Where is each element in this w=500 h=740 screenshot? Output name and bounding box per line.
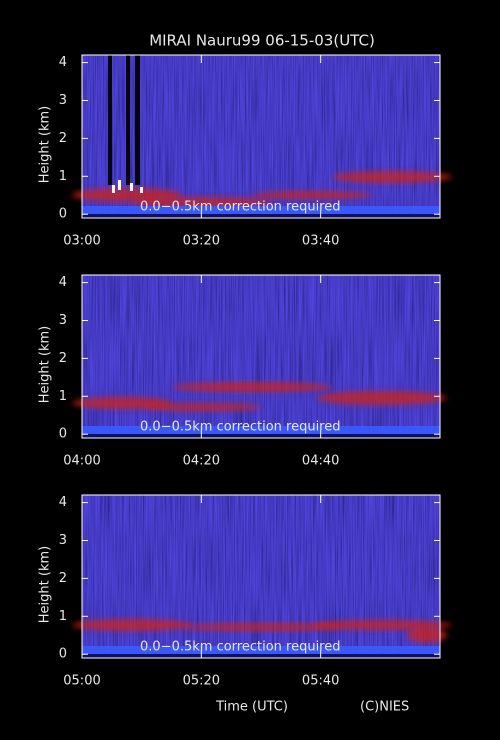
cloud-echo <box>140 187 143 193</box>
surface-layer <box>82 206 440 214</box>
x-tick-label: 03:40 <box>302 234 339 249</box>
heatmap <box>72 55 452 218</box>
y-tick-label: 1 <box>59 389 67 404</box>
plot-frame <box>81 494 441 659</box>
cloud-shadow <box>126 55 130 185</box>
plot-frame <box>81 274 441 439</box>
y-tick-label: 0 <box>59 427 67 442</box>
surface-layer <box>82 426 440 434</box>
aerosol-layer <box>312 620 452 630</box>
y-tick-label: 4 <box>59 55 67 70</box>
y-axis-label: Height (km) <box>38 106 53 183</box>
aerosol-layer <box>332 171 452 183</box>
x-tick-label: 03:00 <box>63 234 100 249</box>
y-tick-label: 3 <box>59 313 67 328</box>
x-tick-label: 04:00 <box>63 454 100 469</box>
x-tick-label: 05:20 <box>183 674 220 689</box>
annotation: 0.0−0.5km correction required <box>140 420 341 435</box>
heatmap-texture <box>82 275 440 438</box>
cloud-shadow <box>135 55 140 185</box>
heatmap <box>72 275 447 438</box>
annotation: 0.0−0.5km correction required <box>140 200 341 215</box>
cloud-echo <box>112 185 115 193</box>
x-tick-label: 04:40 <box>302 454 339 469</box>
cloud-echo <box>118 180 121 190</box>
aerosol-layer <box>132 197 272 207</box>
y-tick-label: 0 <box>59 207 67 222</box>
y-tick-label: 4 <box>59 275 67 290</box>
y-tick-label: 1 <box>59 609 67 624</box>
y-axis-label: Height (km) <box>38 546 53 623</box>
x-tick-label: 04:20 <box>183 454 220 469</box>
surface-layer <box>82 646 440 654</box>
y-tick-label: 0 <box>59 647 67 662</box>
x-tick-label: 05:40 <box>302 674 339 689</box>
heatmap-texture <box>82 495 440 658</box>
x-tick-label: 03:20 <box>183 234 220 249</box>
y-tick-label: 2 <box>59 351 67 366</box>
plot-frame <box>81 54 441 219</box>
annotation: 0.0−0.5km correction required <box>140 640 341 655</box>
chart-title: MIRAI Nauru99 06-15-03(UTC) <box>149 32 375 50</box>
credit: (C)NIES <box>360 700 409 715</box>
aerosol-layer <box>252 191 372 199</box>
aerosol-layer <box>142 403 262 411</box>
y-axis-label: Height (km) <box>38 326 53 403</box>
aerosol-layer <box>407 627 447 643</box>
y-tick-label: 3 <box>59 93 67 108</box>
y-tick-label: 4 <box>59 495 67 510</box>
surface-edge <box>82 654 440 658</box>
surface-edge <box>82 434 440 438</box>
y-tick-label: 2 <box>59 571 67 586</box>
surface-edge <box>82 214 440 218</box>
x-axis-label: Time (UTC) <box>215 700 288 715</box>
y-tick-label: 2 <box>59 131 67 146</box>
heatmap <box>72 495 452 658</box>
cloud-shadow <box>108 55 112 185</box>
y-tick-label: 1 <box>59 169 67 184</box>
aerosol-layer <box>72 619 192 631</box>
aerosol-layer <box>172 382 332 392</box>
x-tick-label: 05:00 <box>63 674 100 689</box>
y-tick-label: 3 <box>59 533 67 548</box>
cloud-echo <box>130 183 133 191</box>
aerosol-layer <box>317 391 447 405</box>
aerosol-layer <box>182 623 342 631</box>
